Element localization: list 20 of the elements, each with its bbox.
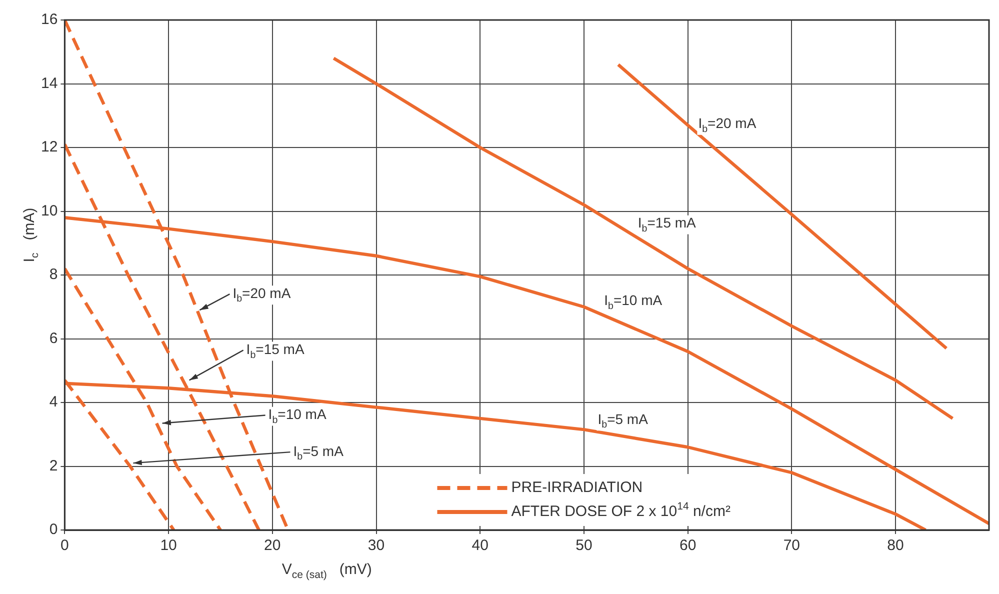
y-tick-label: 6 <box>49 330 58 347</box>
x-tick-label: 10 <box>160 537 177 554</box>
x-tick-label: 60 <box>679 537 696 554</box>
y-tick-label: 4 <box>49 394 58 411</box>
y-tick-label: 12 <box>40 138 58 156</box>
x-tick-label: 50 <box>576 537 592 554</box>
x-tick-label: 80 <box>887 537 904 554</box>
y-tick-label: 8 <box>49 266 58 284</box>
y-axis-title: Ic (mA) <box>21 208 42 262</box>
x-tick-label: 70 <box>783 537 800 554</box>
y-tick-label: 10 <box>40 202 58 220</box>
x-tick-label: 40 <box>472 537 488 554</box>
y-tick-label: 2 <box>49 457 58 474</box>
y-tick-label: 16 <box>40 11 58 28</box>
y-tick-label: 0 <box>49 521 58 538</box>
y-tick-label: 14 <box>40 74 58 92</box>
legend-label: PRE-IRRADIATION <box>511 479 643 496</box>
x-tick-label: 30 <box>368 537 385 554</box>
x-tick-label: 0 <box>60 537 69 554</box>
x-tick-label: 20 <box>264 537 281 554</box>
